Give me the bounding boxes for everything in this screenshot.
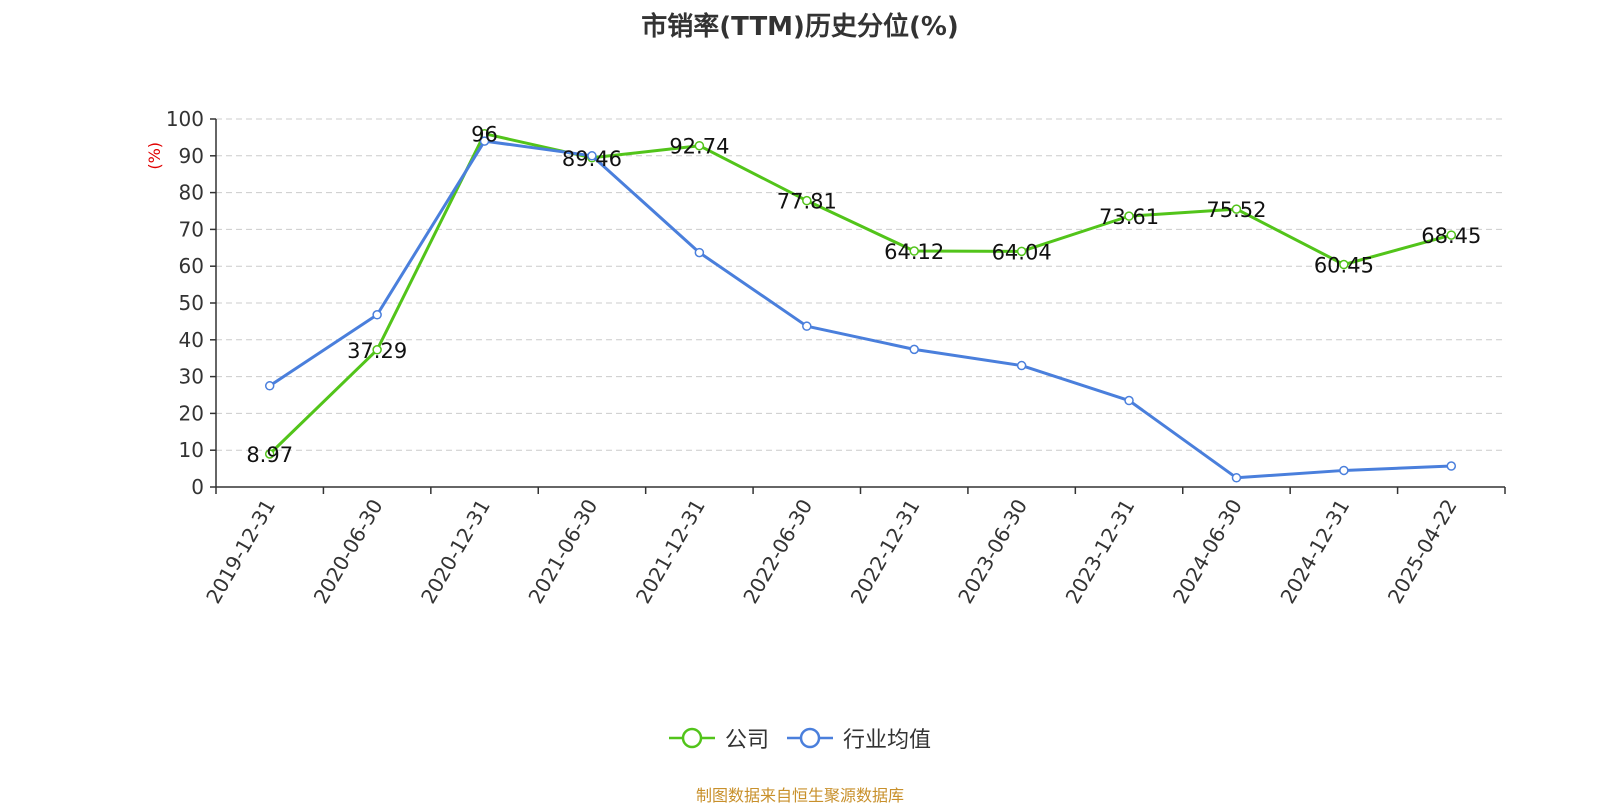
data-point [1016,360,1027,371]
x-tick-label: 2023-12-31 [1061,495,1140,608]
data-label: 77.81 [777,190,837,214]
legend-industry-icon [787,727,833,749]
x-tick-label: 2025-04-22 [1383,495,1462,608]
y-tick-label: 60 [179,254,204,278]
legend-label-industry: 行业均值 [843,728,932,753]
data-label: 75.52 [1206,198,1266,222]
data-point [1124,211,1134,221]
x-tick-label: 2021-12-31 [631,495,710,608]
data-point [372,345,382,355]
series-layer [264,128,1457,483]
x-tick-label: 2022-12-31 [846,495,925,608]
y-tick-label: 40 [179,328,204,352]
x-axis-ticks: 2019-12-31 2020-06-30 2020-12-31 2021-06-30… [201,487,1506,608]
legend-label-company: 公司 [724,728,769,753]
x-tick-label: 2020-12-31 [416,495,495,608]
data-point [1446,230,1457,240]
data-point [1016,246,1027,257]
y-tick-label: 100 [166,107,204,131]
legend-company-icon [668,727,715,749]
x-tick-label: 2024-12-31 [1275,495,1354,608]
data-label: 68.45 [1421,224,1481,248]
y-tick-label: 50 [179,291,204,315]
data-point [909,246,919,256]
y-tick-label: 30 [179,365,204,389]
data-label: 64.12 [884,240,944,264]
x-tick-label: 2021-06-30 [523,495,602,608]
data-point [1124,395,1134,406]
x-tick-label: 2022-06-30 [738,495,817,608]
y-tick-label: 90 [179,144,204,168]
series-line-industry [268,139,1452,480]
legend: 公司 行业均值 [0,722,1600,754]
x-tick-label: 2024-06-30 [1168,495,1247,608]
y-axis-ticks: 0 10 20 30 40 50 60 70 80 90 100 [166,107,216,499]
y-tick-label: 70 [179,217,204,241]
y-tick-label: 10 [179,438,204,462]
data-point [694,140,705,151]
data-label: 37.29 [347,339,407,363]
series-line-company [268,132,1452,456]
data-label: 60.45 [1314,254,1374,278]
data-point [1231,473,1242,483]
legend-item-industry[interactable]: 行业均值 [787,722,931,754]
data-label: 73.61 [1099,205,1159,229]
y-tick-label: 0 [191,475,204,499]
data-point [372,310,382,320]
data-point [587,151,597,161]
data-point [802,321,812,331]
grid-lines [216,118,1505,451]
y-axis-label: (%) [145,142,164,170]
data-point [1339,465,1349,476]
data-labels: 8.97 37.29 96 89.46 92.74 77.81 64.12 64.04 73.6… [246,123,1481,467]
data-point [264,381,275,391]
x-tick-label: 2019-12-31 [201,495,280,608]
data-label: 89.46 [562,147,622,171]
legend-item-company[interactable]: 公司 [668,722,769,754]
data-point [694,247,705,258]
source-note: 制图数据来自恒生聚源数据库 [695,786,904,805]
data-point [479,136,490,146]
data-point [1446,461,1457,471]
data-label: 92.74 [669,135,729,159]
x-tick-label: 2020-06-30 [309,495,388,608]
chart-title: 市销率(TTM)历史分位(%) [641,12,959,42]
data-point [1339,259,1349,270]
data-point [909,344,919,355]
data-point [802,195,812,206]
data-point [264,449,275,459]
y-tick-label: 20 [179,401,204,425]
y-tick-label: 80 [179,181,204,205]
x-tick-label: 2023-06-30 [953,495,1032,608]
data-label: 64.04 [992,240,1052,264]
data-point [1231,204,1242,214]
data-label: 96 [471,123,498,147]
data-label: 8.97 [246,443,293,467]
